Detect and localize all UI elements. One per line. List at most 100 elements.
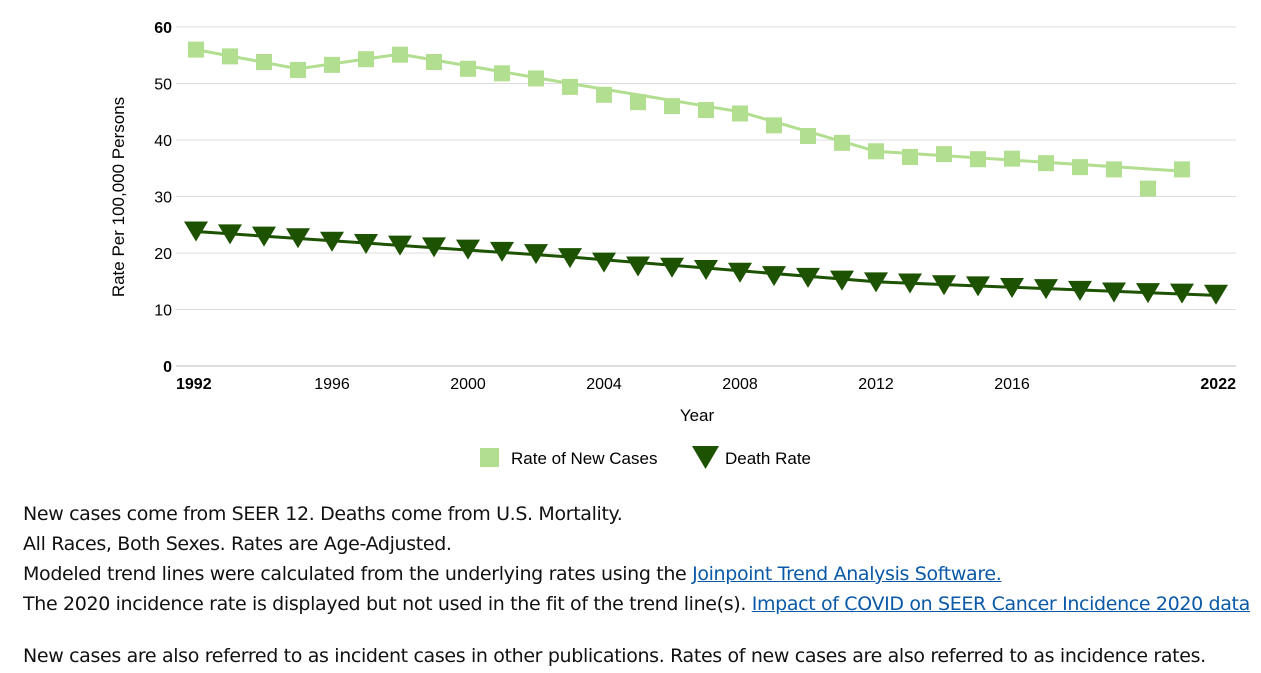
line-chart: 0 10 20 30 40 50 60 1992 1996 2000 2004 2008 2012 20… <box>109 20 1236 469</box>
y-tick-label-60: 60 <box>154 20 172 37</box>
point-death-rate-1994[interactable] <box>252 226 276 247</box>
point-new-cases-2018[interactable] <box>1072 159 1088 176</box>
point-new-cases-2020[interactable] <box>1140 180 1156 197</box>
point-new-cases-2011[interactable] <box>834 134 850 151</box>
point-new-cases-2015[interactable] <box>970 151 986 168</box>
y-tick-label-40: 40 <box>154 133 172 150</box>
point-death-rate-2009[interactable] <box>762 266 786 287</box>
point-new-cases-2019[interactable] <box>1106 161 1122 178</box>
x-axis-ticks: 1992 1996 2000 2004 2008 2012 2016 2022 <box>176 376 1236 393</box>
point-death-rate-2015[interactable] <box>966 276 990 297</box>
point-new-cases-2008[interactable] <box>732 105 748 122</box>
point-death-rate-1999[interactable] <box>422 237 446 258</box>
x-tick-label-2004: 2004 <box>586 376 622 393</box>
x-tick-label-2000: 2000 <box>450 376 486 393</box>
legend: Rate of New Cases Death Rate <box>480 446 811 469</box>
point-death-rate-2006[interactable] <box>660 257 684 278</box>
note-covid: The 2020 incidence rate is displayed but… <box>23 589 1253 619</box>
point-new-cases-2017[interactable] <box>1038 155 1054 172</box>
series-1 <box>184 221 1228 305</box>
point-new-cases-2006[interactable] <box>664 98 680 115</box>
point-new-cases-1997[interactable] <box>358 51 374 68</box>
y-tick-label-30: 30 <box>154 190 172 207</box>
point-new-cases-2014[interactable] <box>936 146 952 163</box>
trend-line-0 <box>195 48 1183 173</box>
point-death-rate-2019[interactable] <box>1102 282 1126 303</box>
point-new-cases-2000[interactable] <box>460 60 476 77</box>
point-death-rate-2022[interactable] <box>1204 284 1228 305</box>
x-tick-label-2022: 2022 <box>1200 376 1236 393</box>
note-demographics: All Races, Both Sexes. Rates are Age-Adj… <box>23 533 452 555</box>
x-tick-label-2008: 2008 <box>722 376 758 393</box>
covid-impact-link[interactable]: Impact of COVID on SEER Cancer Incidence… <box>751 593 1251 615</box>
point-death-rate-1992[interactable] <box>184 221 208 242</box>
legend-marker-death-rate <box>692 446 719 469</box>
point-death-rate-2020[interactable] <box>1136 283 1160 304</box>
series-layer <box>184 41 1228 305</box>
point-death-rate-2011[interactable] <box>830 270 854 291</box>
grid-lines <box>176 26 1236 367</box>
point-death-rate-1998[interactable] <box>388 235 412 256</box>
point-new-cases-1999[interactable] <box>426 54 442 71</box>
point-new-cases-2004[interactable] <box>596 86 612 103</box>
point-new-cases-2005[interactable] <box>630 94 646 111</box>
y-axis-label: Rate Per 100,000 Persons <box>109 97 128 297</box>
point-death-rate-1995[interactable] <box>286 228 310 249</box>
point-new-cases-2021[interactable] <box>1174 161 1190 178</box>
point-death-rate-2013[interactable] <box>898 273 922 294</box>
point-death-rate-1993[interactable] <box>218 224 242 245</box>
point-death-rate-2003[interactable] <box>558 248 582 269</box>
point-new-cases-1996[interactable] <box>324 56 340 73</box>
point-death-rate-2002[interactable] <box>524 244 548 265</box>
legend-label-death-rate[interactable]: Death Rate <box>725 449 811 468</box>
y-tick-label-20: 20 <box>154 246 172 263</box>
point-new-cases-2013[interactable] <box>902 148 918 165</box>
note-data-sources: New cases come from SEER 12. Deaths come… <box>23 503 623 525</box>
y-tick-label-10: 10 <box>154 303 172 320</box>
x-tick-label-1992: 1992 <box>176 376 212 393</box>
point-death-rate-2012[interactable] <box>864 272 888 293</box>
point-new-cases-2016[interactable] <box>1004 150 1020 167</box>
note-covid-text: The 2020 incidence rate is displayed but… <box>23 593 752 615</box>
note-terminology: New cases are also referred to as incide… <box>23 645 1206 667</box>
point-new-cases-1994[interactable] <box>256 54 272 71</box>
x-tick-label-2016: 2016 <box>994 376 1030 393</box>
note-trend-lines: Modeled trend lines were calculated from… <box>23 559 1253 589</box>
point-death-rate-2000[interactable] <box>456 239 480 260</box>
point-new-cases-2012[interactable] <box>868 143 884 160</box>
point-death-rate-2001[interactable] <box>490 241 514 262</box>
y-axis-ticks: 0 10 20 30 40 50 60 <box>154 20 172 376</box>
y-tick-label-50: 50 <box>154 77 172 94</box>
x-axis-label: Year <box>680 406 715 425</box>
x-tick-label-2012: 2012 <box>858 376 894 393</box>
point-new-cases-1995[interactable] <box>290 61 306 78</box>
point-new-cases-1998[interactable] <box>392 46 408 63</box>
point-death-rate-2004[interactable] <box>592 252 616 273</box>
point-death-rate-2014[interactable] <box>932 275 956 296</box>
chart-notes: New cases come from SEER 12. Deaths come… <box>23 499 1253 671</box>
point-death-rate-2007[interactable] <box>694 259 718 280</box>
point-new-cases-1993[interactable] <box>222 48 238 65</box>
point-death-rate-2005[interactable] <box>626 256 650 277</box>
point-death-rate-1997[interactable] <box>354 233 378 254</box>
note-trend-lines-text: Modeled trend lines were calculated from… <box>23 563 693 585</box>
point-new-cases-2003[interactable] <box>562 78 578 95</box>
point-death-rate-2016[interactable] <box>1000 278 1024 299</box>
point-new-cases-2010[interactable] <box>800 128 816 145</box>
point-death-rate-2008[interactable] <box>728 262 752 283</box>
point-new-cases-2001[interactable] <box>494 65 510 82</box>
point-death-rate-2021[interactable] <box>1170 283 1194 304</box>
point-new-cases-1992[interactable] <box>188 41 204 58</box>
point-new-cases-2002[interactable] <box>528 70 544 87</box>
point-death-rate-2010[interactable] <box>796 267 820 288</box>
joinpoint-software-link[interactable]: Joinpoint Trend Analysis Software. <box>692 563 1002 585</box>
point-new-cases-2009[interactable] <box>766 117 782 134</box>
point-death-rate-1996[interactable] <box>320 231 344 252</box>
point-death-rate-2017[interactable] <box>1034 279 1058 300</box>
series-0 <box>188 41 1190 197</box>
point-death-rate-2018[interactable] <box>1068 280 1092 301</box>
x-tick-label-1996: 1996 <box>314 376 350 393</box>
y-tick-label-0: 0 <box>163 359 172 376</box>
point-new-cases-2007[interactable] <box>698 102 714 119</box>
legend-label-new-cases[interactable]: Rate of New Cases <box>511 449 657 468</box>
